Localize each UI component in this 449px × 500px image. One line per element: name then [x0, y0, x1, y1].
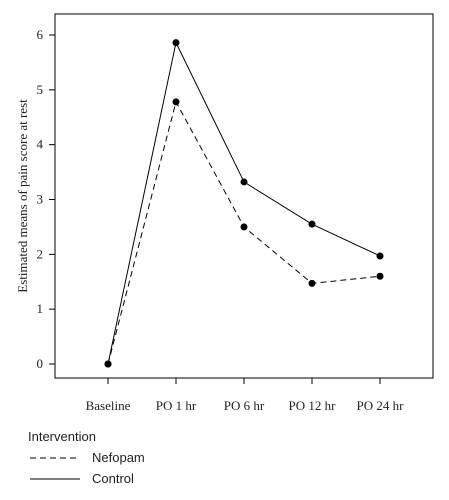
point-nefopam-1	[172, 98, 180, 106]
x-tick-label-1: PO 1 hr	[156, 398, 197, 413]
plot-frame	[54, 13, 434, 379]
series-line-control	[107, 41, 381, 365]
x-tick-label-4: PO 24 hr	[357, 398, 405, 413]
point-control-3	[308, 220, 316, 228]
point-control-2	[240, 178, 248, 186]
y-tick-label-1: 1	[37, 301, 44, 316]
point-nefopam-2	[240, 223, 248, 231]
y-axis-title: Estimated means of pain score at rest	[15, 99, 30, 293]
x-tick-label-0: Baseline	[86, 398, 131, 413]
series-layer	[104, 39, 384, 368]
point-nefopam-3	[308, 279, 316, 287]
y-tick-label-5: 5	[37, 82, 44, 97]
y-tick-label-4: 4	[37, 137, 44, 152]
x-tick-label-3: PO 12 hr	[289, 398, 337, 413]
y-tick-label-3: 3	[37, 192, 44, 207]
legend-label-control: Control	[92, 471, 134, 486]
legend-title: Intervention	[28, 429, 96, 444]
y-tick-label-2: 2	[37, 246, 44, 261]
y-axis: 0 1 2 3 4 5 6	[37, 27, 55, 371]
y-tick-label-6: 6	[37, 27, 44, 42]
legend: Intervention Nefopam Control	[28, 429, 145, 486]
x-tick-label-2: PO 6 hr	[224, 398, 265, 413]
y-tick-label-0: 0	[37, 356, 44, 371]
point-control-0	[104, 360, 112, 368]
point-control-1	[172, 39, 180, 47]
x-axis: Baseline PO 1 hr PO 6 hr PO 12 hr PO 24 hr	[86, 378, 405, 413]
point-nefopam-4	[376, 272, 384, 280]
legend-label-nefopam: Nefopam	[92, 450, 145, 465]
point-control-4	[376, 252, 384, 260]
series-line-nefopam	[107, 100, 381, 365]
